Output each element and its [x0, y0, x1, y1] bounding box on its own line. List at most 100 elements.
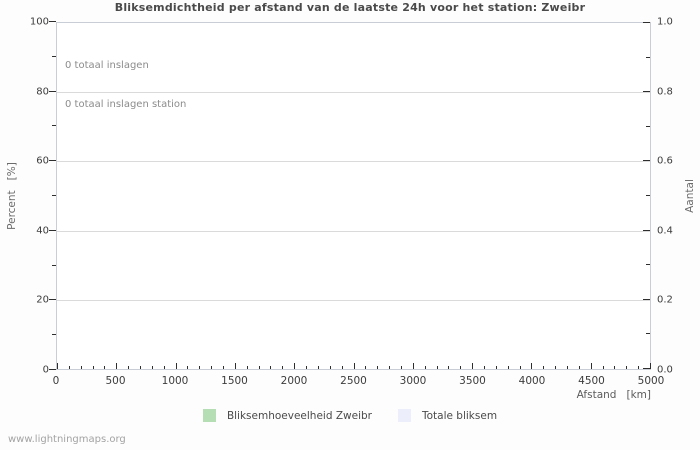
tick-mark — [353, 363, 355, 369]
x-tick-label: 2000 — [280, 375, 308, 387]
x-tick-label: 0 — [52, 375, 60, 387]
x-tick-label: 1500 — [221, 375, 248, 387]
tick-mark — [49, 299, 56, 301]
tick-mark — [68, 366, 70, 369]
tick-mark — [602, 366, 604, 369]
tick-mark — [49, 21, 56, 22]
tick-mark — [199, 366, 201, 369]
y2-tick-label: 0.4 — [657, 225, 673, 237]
x-axis-tick-marks — [57, 361, 651, 369]
x-tick-label: 4000 — [518, 375, 546, 387]
x-tick-label: 3500 — [459, 375, 486, 387]
y2-tick-label: 0.8 — [657, 86, 673, 98]
legend-item-totale-bliksem: Totale bliksem — [397, 409, 498, 422]
legend: Bliksemhoeveelheid Zweibr Totale bliksem — [0, 409, 700, 422]
legend-label: Totale bliksem — [421, 409, 498, 422]
tick-mark — [282, 366, 284, 369]
tick-mark — [566, 366, 568, 369]
tick-mark — [175, 363, 177, 369]
right-axis-tick-marks — [643, 22, 650, 369]
tick-mark — [223, 366, 225, 369]
tick-mark — [472, 363, 474, 369]
left-axis-labels: 100 80 60 40 20 0 — [0, 17, 49, 376]
left-axis-title-container: Percent [%] — [4, 22, 20, 370]
tick-mark — [163, 366, 165, 369]
y2-tick-label: 1.0 — [657, 16, 673, 28]
tick-mark — [92, 366, 94, 369]
tick-mark — [531, 363, 533, 369]
tick-mark — [646, 264, 650, 266]
tick-mark — [294, 363, 296, 369]
tick-mark — [643, 22, 650, 23]
x-axis-labels: 0 500 1000 1500 2000 2500 3000 3500 4000… — [52, 375, 665, 389]
left-axis-title: Percent [%] — [6, 162, 19, 230]
gridline-20 — [57, 299, 650, 301]
tick-mark — [400, 366, 402, 369]
legend-item-bliksemhoeveelheid: Bliksemhoeveelheid Zweibr — [202, 409, 372, 422]
x-tick-label: 2500 — [340, 375, 367, 387]
y-tick-label: 20 — [36, 294, 49, 306]
tick-mark — [646, 125, 650, 127]
tick-mark — [49, 229, 56, 231]
x-axis-title: Afstand [km] — [576, 389, 651, 401]
tick-mark — [646, 333, 650, 335]
tick-mark — [448, 366, 450, 369]
tick-mark — [329, 366, 331, 369]
x-tick-label: 3000 — [399, 375, 427, 387]
tick-mark — [424, 366, 426, 369]
tick-mark — [317, 366, 319, 369]
tick-mark — [412, 363, 414, 369]
legend-label: Bliksemhoeveelheid Zweibr — [226, 409, 372, 422]
total-strikes-annotation: 0 totaal inslagen — [65, 60, 149, 71]
plot-area: 0 totaal inslagen 0 totaal inslagen stat… — [56, 22, 651, 370]
tick-mark — [495, 366, 497, 369]
x-tick-label: 5000 — [637, 375, 665, 387]
tick-mark — [650, 363, 651, 369]
tick-mark — [646, 195, 650, 196]
tick-mark — [543, 366, 545, 369]
tick-mark — [57, 363, 58, 369]
tick-mark — [234, 363, 236, 369]
left-axis-tick-marks — [49, 21, 56, 370]
y2-tick-label: 0.0 — [657, 364, 673, 376]
tick-mark — [341, 366, 343, 369]
tick-mark — [246, 366, 248, 369]
annotation-block: 0 totaal inslagen 0 totaal inslagen stat… — [65, 33, 186, 137]
tick-mark — [258, 366, 260, 369]
tick-mark — [646, 56, 650, 58]
chart-title: Bliksemdichtheid per afstand van de laat… — [114, 1, 586, 14]
right-axis-title: Aantal — [684, 179, 696, 213]
x-tick-label: 4500 — [578, 375, 605, 387]
tick-mark — [483, 366, 485, 369]
tick-mark — [389, 366, 391, 369]
tick-mark — [80, 366, 82, 369]
y-tick-label: 60 — [36, 155, 49, 167]
tick-mark — [306, 366, 308, 369]
y-tick-label: 40 — [36, 225, 49, 237]
gridline-60 — [57, 161, 650, 163]
x-tick-label: 500 — [105, 375, 126, 387]
right-axis-title-container: Aantal — [682, 22, 698, 370]
tick-mark — [643, 368, 650, 369]
tick-mark — [49, 90, 56, 92]
y-tick-label: 0 — [42, 364, 49, 376]
tick-mark — [270, 366, 272, 369]
tick-mark — [365, 366, 367, 369]
tick-mark — [590, 363, 592, 369]
tick-mark — [626, 366, 628, 369]
tick-mark — [519, 366, 521, 369]
y2-tick-label: 0.6 — [657, 155, 673, 167]
tick-mark — [104, 366, 106, 369]
tick-mark — [140, 366, 142, 369]
y-tick-label: 80 — [36, 86, 49, 98]
tick-mark — [460, 366, 462, 369]
y2-tick-label: 0.2 — [657, 294, 673, 306]
tick-mark — [49, 369, 56, 370]
gridline-80 — [57, 92, 650, 94]
tick-mark — [638, 366, 640, 369]
watermark: www.lightningmaps.org — [8, 434, 126, 445]
tick-mark — [187, 366, 189, 369]
tick-mark — [211, 366, 213, 369]
right-axis-labels: 1.0 0.8 0.6 0.4 0.2 0.0 — [657, 17, 697, 376]
